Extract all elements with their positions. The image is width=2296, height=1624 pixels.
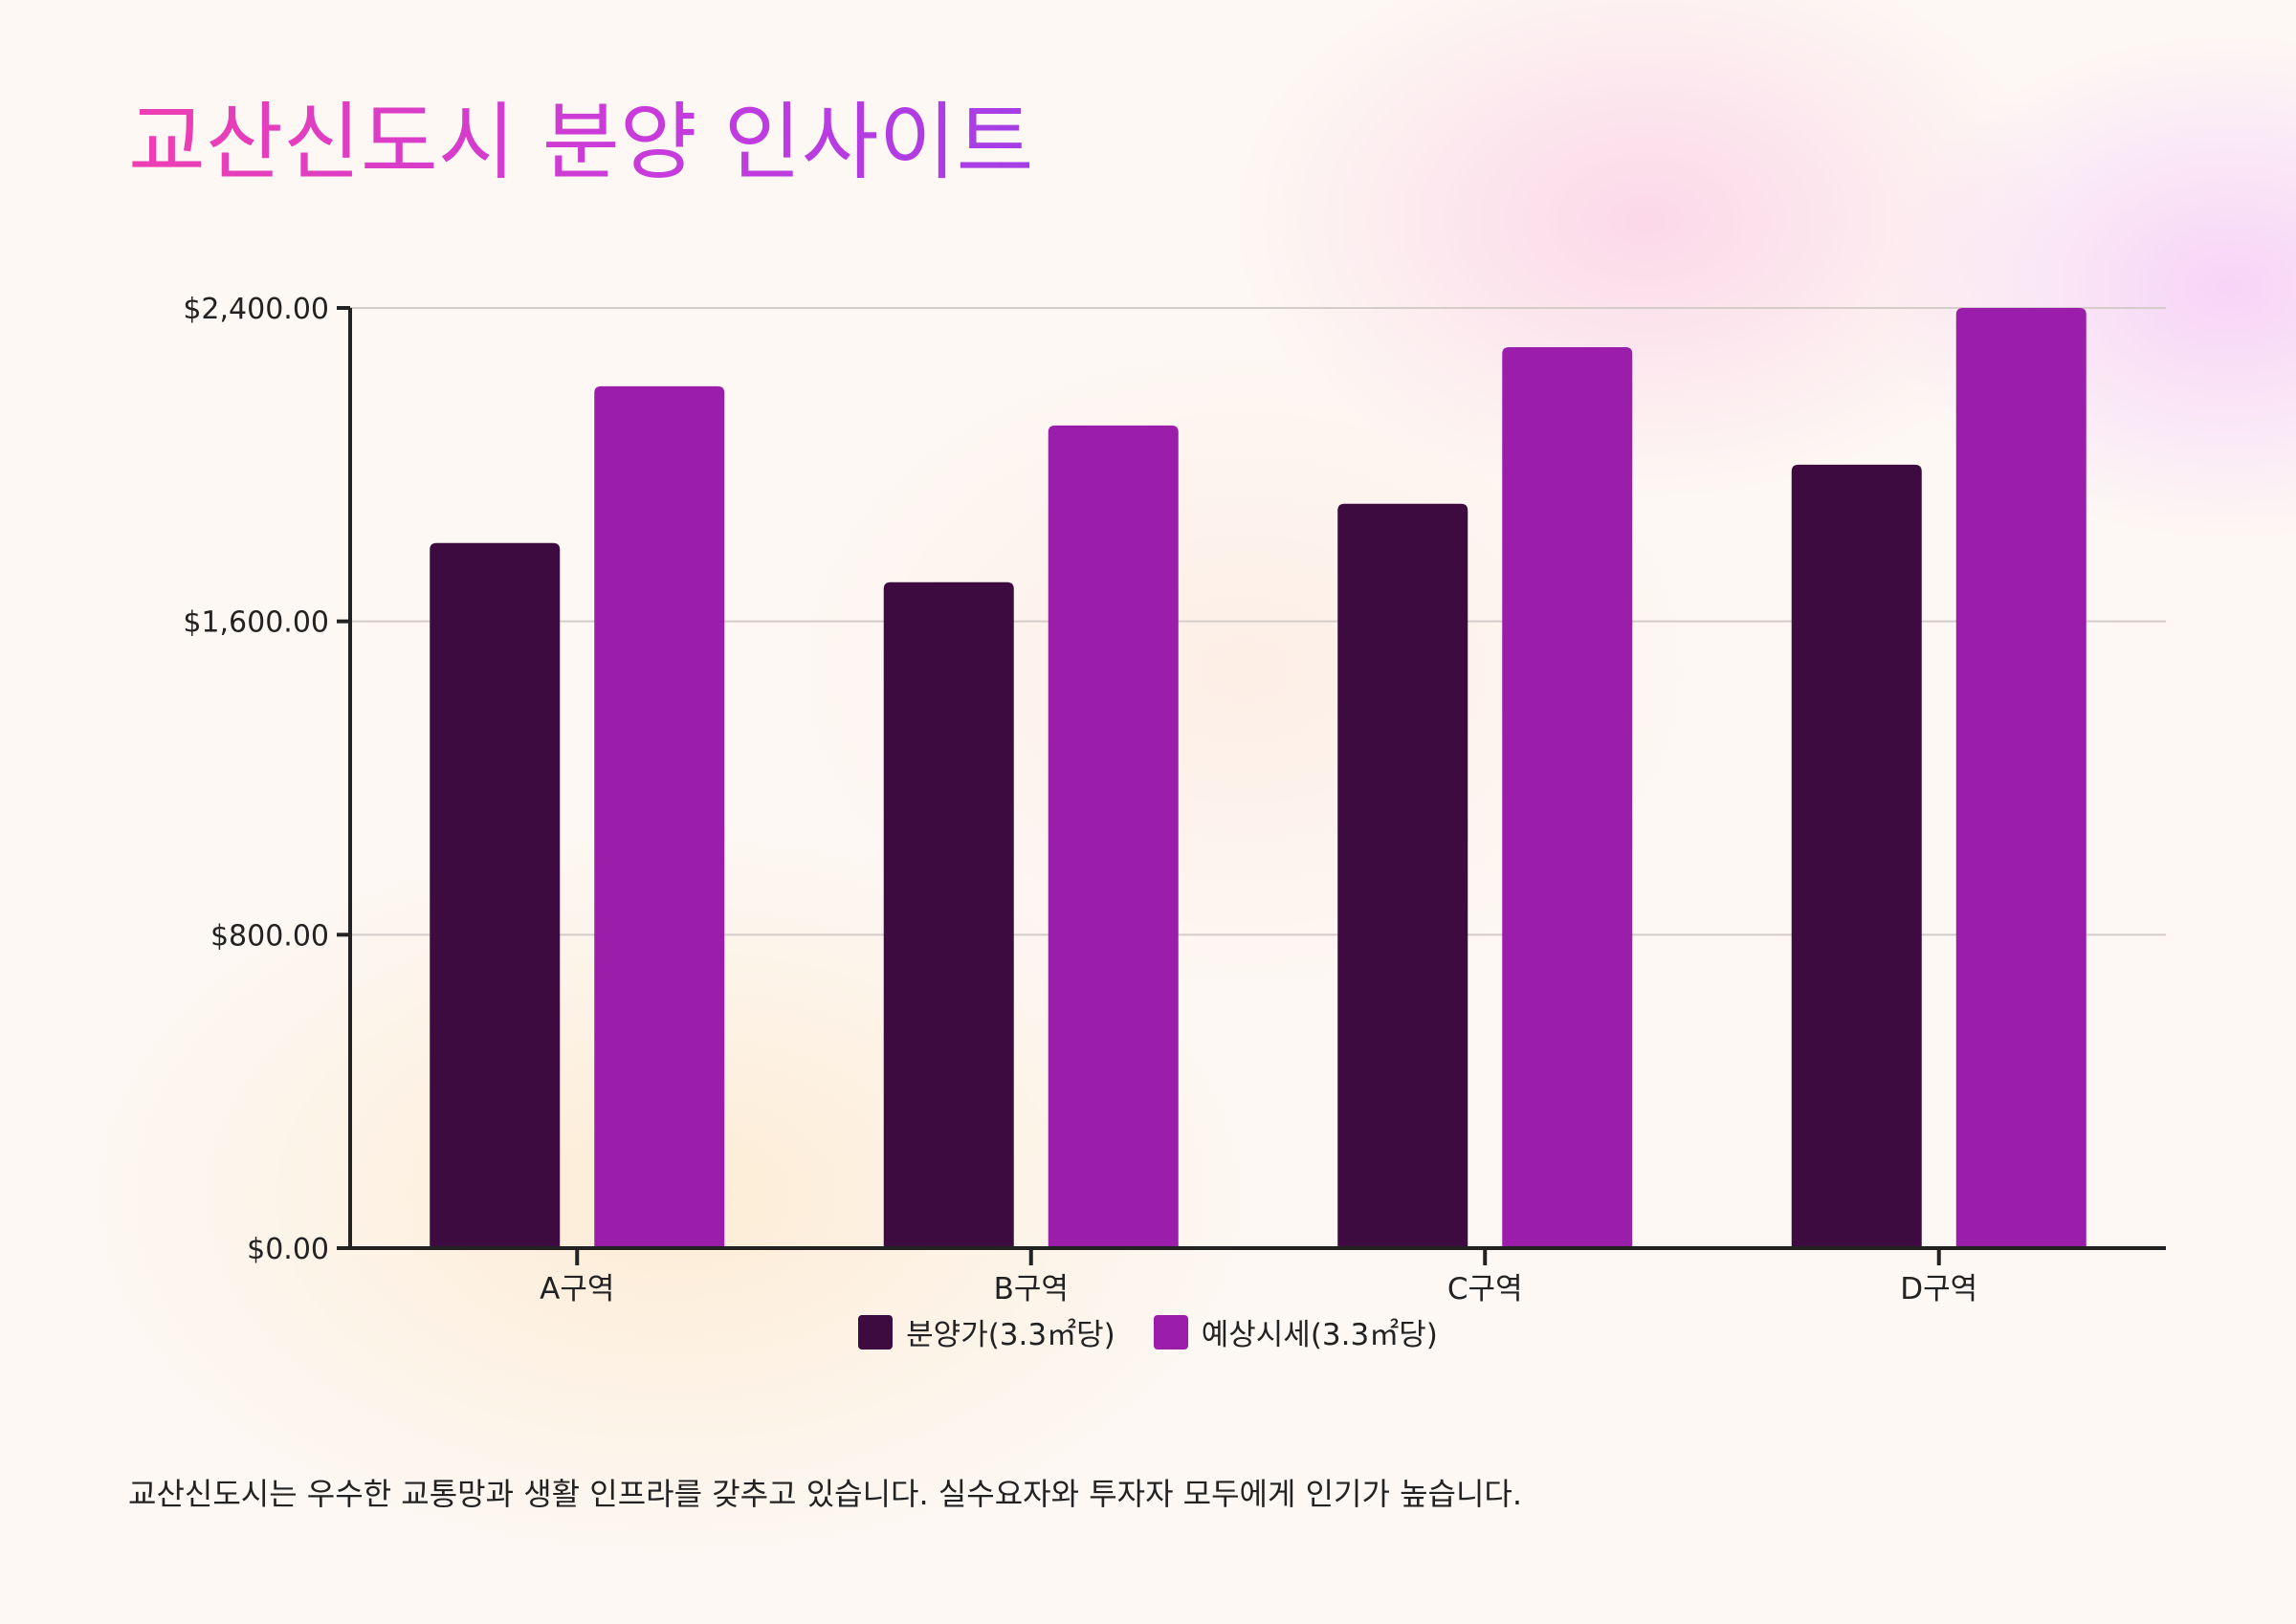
bar-D구역-series-2 — [1955, 308, 2086, 1248]
page-title: 교산신도시 분양 인사이트 — [128, 93, 1034, 191]
legend: 분양가(3.3㎡당) 예상시세(3.3㎡당) — [0, 1310, 2296, 1353]
legend-swatch-series-1 — [858, 1314, 894, 1350]
y-tick-label-3: $2,400.00 — [183, 293, 329, 326]
bar-A구역-series-2 — [594, 385, 725, 1249]
y-tick-label-1: $800.00 — [210, 919, 329, 953]
bar-C구역-series-2 — [1502, 346, 1633, 1248]
legend-swatch-series-2 — [1153, 1314, 1188, 1350]
x-tick-label-1: B구역 — [994, 1272, 1069, 1306]
caption-text: 교산신도시는 우수한 교통망과 생활 인프라를 갖추고 있습니다. 실수요자와 … — [128, 1476, 1523, 1512]
legend-label-series-2: 예상시세(3.3㎡당) — [1201, 1318, 1438, 1352]
bar-B구역-series-2 — [1048, 425, 1179, 1248]
x-tick-label-3: D구역 — [1900, 1272, 1977, 1306]
bar-D구역-series-1 — [1791, 464, 1922, 1248]
legend-item-series-2[interactable]: 예상시세(3.3㎡당) — [1153, 1310, 1438, 1353]
legend-label-series-1: 분양가(3.3㎡당) — [906, 1318, 1115, 1352]
y-tick-label-2: $1,600.00 — [183, 606, 329, 640]
bar-C구역-series-1 — [1337, 503, 1468, 1248]
y-tick-label-0: $0.00 — [247, 1233, 329, 1266]
bar-B구역-series-1 — [883, 582, 1014, 1248]
x-tick-label-2: C구역 — [1447, 1272, 1523, 1306]
tick-labels: $0.00 $800.00 $1,600.00 $2,400.00 A구역 B구역 C구역 D… — [183, 293, 1977, 1306]
bars — [430, 308, 2086, 1249]
legend-item-series-1[interactable]: 분양가(3.3㎡당) — [858, 1310, 1115, 1353]
x-tick-label-0: A구역 — [540, 1272, 614, 1306]
bar-A구역-series-1 — [430, 542, 561, 1248]
axes — [337, 306, 2166, 1265]
